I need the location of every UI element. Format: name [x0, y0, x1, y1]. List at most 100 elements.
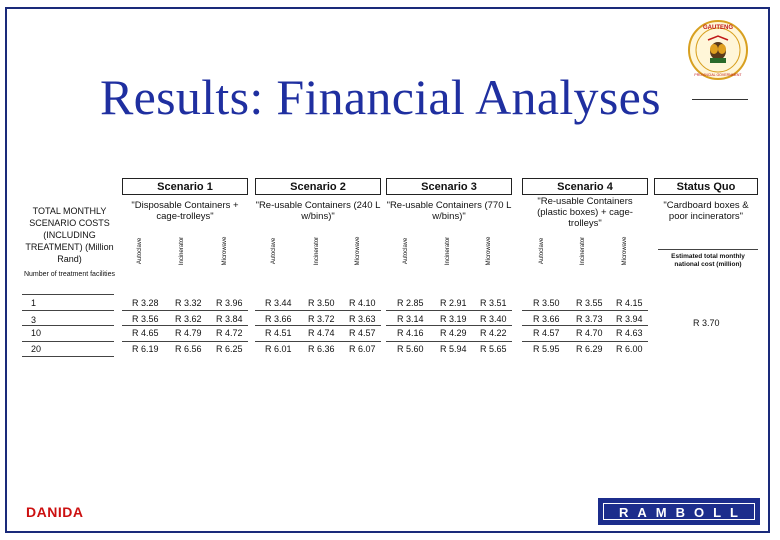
s2-incinerator-label: Incinerator	[314, 236, 320, 266]
s3-r1-microwave: R 3.51	[480, 298, 507, 308]
scenario-1-header: Scenario 1	[122, 178, 248, 195]
s2-r3-microwave: R 4.57	[349, 328, 376, 338]
s2-r1-autoclave: R 3.44	[265, 298, 292, 308]
s3-r4-incinerator: R 5.94	[440, 344, 467, 354]
s1-r3-microwave: R 4.72	[216, 328, 243, 338]
scenario-1-description: "Disposable Containers + cage-trolleys"	[131, 200, 239, 222]
s3-r2-microwave: R 3.40	[480, 314, 507, 324]
rule-left-1	[22, 310, 114, 311]
s1-r2-microwave: R 3.84	[216, 314, 243, 324]
s2-r3-autoclave: R 4.51	[265, 328, 292, 338]
ramboll-logo-text: RAMBOLL	[603, 503, 755, 520]
s1-r1-microwave: R 3.96	[216, 298, 243, 308]
rule-s4-1	[522, 310, 648, 311]
s3-autoclave-label: Autoclave	[403, 237, 409, 265]
rule-s1-1	[122, 310, 248, 311]
status-quo-description: "Cardboard boxes & poor incinerators"	[663, 200, 749, 222]
rule-left-3	[22, 341, 114, 342]
s3-r3-autoclave: R 4.16	[397, 328, 424, 338]
s3-incinerator-label: Incinerator	[445, 236, 451, 266]
s2-autoclave-label: Autoclave	[271, 237, 277, 265]
s1-r1-autoclave: R 3.28	[132, 298, 159, 308]
s2-r3-incinerator: R 4.74	[308, 328, 335, 338]
svg-text:PROVINCIAL GOVERNMENT: PROVINCIAL GOVERNMENT	[694, 73, 742, 77]
ramboll-logo: RAMBOLL	[598, 498, 760, 525]
s1-incinerator-label: Incinerator	[179, 236, 185, 266]
rule-s3-2	[386, 325, 512, 326]
s2-r4-microwave: R 6.07	[349, 344, 376, 354]
status-quo-separator	[658, 249, 758, 250]
s4-r2-autoclave: R 3.66	[533, 314, 560, 324]
s1-r4-autoclave: R 6.19	[132, 344, 159, 354]
s1-autoclave-label: Autoclave	[137, 237, 143, 265]
svg-text:GAUTENG: GAUTENG	[703, 25, 733, 31]
s1-r2-incinerator: R 3.62	[175, 314, 202, 324]
s4-microwave-label: Microwave	[622, 236, 628, 266]
scenario-2-description: "Re-usable Containers (240 L w/bins)"	[255, 200, 381, 222]
s1-r3-autoclave: R 4.65	[132, 328, 159, 338]
financial-table: Scenario 1 Scenario 2 Scenario 3 Scenari…	[22, 172, 770, 362]
rule-s1-2	[122, 325, 248, 326]
s3-r1-incinerator: R 2.91	[440, 298, 467, 308]
s3-r1-autoclave: R 2.85	[397, 298, 424, 308]
rule-s4-2	[522, 325, 648, 326]
rule-s3-3	[386, 341, 512, 342]
s4-r4-microwave: R 6.00	[616, 344, 643, 354]
s2-r1-microwave: R 4.10	[349, 298, 376, 308]
s2-r1-incinerator: R 3.50	[308, 298, 335, 308]
status-quo-sublabel: Estimated total monthly national cost (m…	[671, 253, 745, 268]
s1-r1-incinerator: R 3.32	[175, 298, 202, 308]
s1-r4-incinerator: R 6.56	[175, 344, 202, 354]
s4-r4-autoclave: R 5.95	[533, 344, 560, 354]
s3-r4-microwave: R 5.65	[480, 344, 507, 354]
rule-left-4	[22, 356, 114, 357]
rule-s2-2	[255, 325, 381, 326]
title-rule	[692, 99, 748, 100]
s4-r3-incinerator: R 4.70	[576, 328, 603, 338]
s4-incinerator-label: Incinerator	[580, 236, 586, 266]
s2-microwave-label: Microwave	[355, 236, 361, 266]
s3-r2-autoclave: R 3.14	[397, 314, 424, 324]
s2-r4-incinerator: R 6.36	[308, 344, 335, 354]
provincial-seal-logo: GAUTENG PROVINCIAL GOVERNMENT	[688, 20, 748, 80]
status-quo-value: R 3.70	[693, 318, 720, 328]
row-label-20: 20	[31, 344, 42, 354]
s1-r3-incinerator: R 4.79	[175, 328, 202, 338]
row-label-10: 10	[31, 328, 42, 338]
s3-r3-incinerator: R 4.29	[440, 328, 467, 338]
s4-r1-microwave: R 4.15	[616, 298, 643, 308]
s1-r4-microwave: R 6.25	[216, 344, 243, 354]
rule-s2-3	[255, 341, 381, 342]
slide-frame	[5, 7, 770, 533]
s3-r4-autoclave: R 5.60	[397, 344, 424, 354]
row-label-1: 1	[31, 298, 37, 308]
s4-r3-autoclave: R 4.57	[533, 328, 560, 338]
rule-s2-1	[255, 310, 381, 311]
s4-r1-incinerator: R 3.55	[576, 298, 603, 308]
danida-logo-text: DANIDA	[26, 504, 84, 520]
s4-r3-microwave: R 4.63	[616, 328, 643, 338]
s3-microwave-label: Microwave	[486, 236, 492, 266]
row-header-label: TOTAL MONTHLY SCENARIO COSTS (INCLUDING …	[25, 206, 114, 264]
s3-r2-incinerator: R 3.19	[440, 314, 467, 324]
rule-s1-3	[122, 341, 248, 342]
scenario-4-header: Scenario 4	[522, 178, 648, 195]
s2-r2-microwave: R 3.63	[349, 314, 376, 324]
s4-r4-incinerator: R 6.29	[576, 344, 603, 354]
s3-r3-microwave: R 4.22	[480, 328, 507, 338]
row-subheader-label: Number of treatment facilities	[23, 271, 116, 278]
rule-s4-3	[522, 341, 648, 342]
rule-s3-1	[386, 310, 512, 311]
rule-left-2	[22, 325, 114, 326]
slide-title: Results: Financial Analyses	[100, 69, 661, 125]
s2-r2-autoclave: R 3.66	[265, 314, 292, 324]
s4-r2-microwave: R 3.94	[616, 314, 643, 324]
scenario-3-header: Scenario 3	[386, 178, 512, 195]
s4-r1-autoclave: R 3.50	[533, 298, 560, 308]
s1-microwave-label: Microwave	[222, 236, 228, 266]
s4-r2-incinerator: R 3.73	[576, 314, 603, 324]
s4-autoclave-label: Autoclave	[539, 237, 545, 265]
scenario-3-description: "Re-usable Containers (770 L w/bins)"	[386, 200, 512, 222]
rule-left-top	[22, 294, 114, 295]
scenario-2-header: Scenario 2	[255, 178, 381, 195]
